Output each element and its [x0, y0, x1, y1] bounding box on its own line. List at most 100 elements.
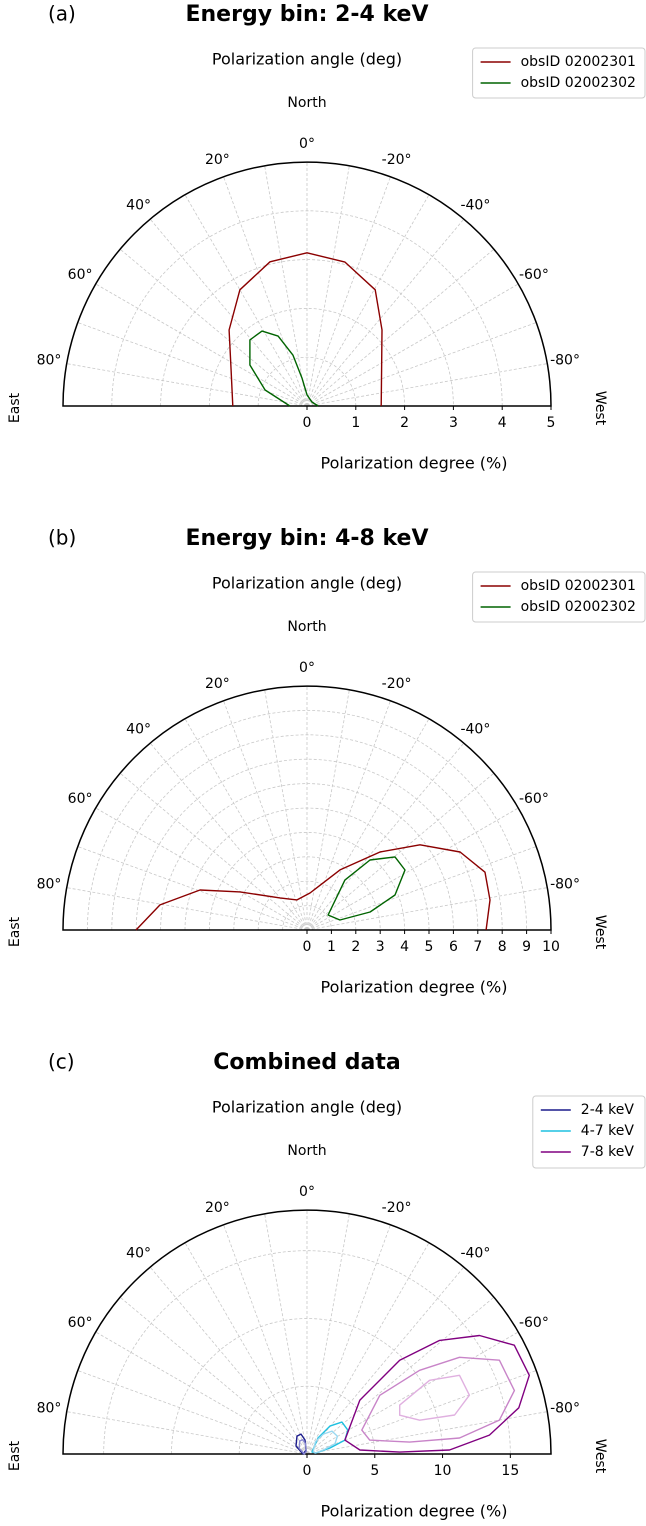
legend-label: obsID 02002302	[521, 599, 636, 615]
grid-circle	[257, 356, 357, 407]
x-tick-label: 2	[400, 415, 409, 431]
x-tick-label: 4	[400, 939, 409, 955]
grid-spoke	[66, 363, 308, 407]
grid-circle	[257, 880, 357, 931]
east-label: East	[7, 1440, 23, 1471]
grid-spoke	[306, 176, 391, 407]
contour	[327, 856, 406, 921]
grid-circle	[209, 308, 405, 407]
angle-tick-label: -40°	[460, 721, 490, 737]
angle-tick-label: 0°	[299, 660, 315, 676]
x-tick-label: 0	[303, 1463, 312, 1479]
angle-tick-label: 60°	[68, 1315, 93, 1331]
east-label: East	[7, 392, 23, 423]
grid-spoke	[95, 807, 308, 931]
angle-axis-label: Polarization angle (deg)	[212, 1098, 402, 1117]
angle-tick-label: -80°	[550, 877, 580, 893]
contour	[228, 252, 383, 407]
x-tick-label: 1	[327, 939, 336, 955]
angle-tick-label: 0°	[299, 1184, 315, 1200]
angle-tick-label: -40°	[460, 197, 490, 213]
angle-tick-label: -60°	[519, 791, 549, 807]
west-label: West	[592, 915, 608, 950]
grid-spoke	[95, 1331, 308, 1455]
grid-spoke	[306, 322, 537, 407]
east-label: East	[7, 916, 23, 947]
legend-box	[472, 571, 646, 623]
grid-spoke	[306, 1411, 548, 1455]
polar-frame	[62, 685, 552, 931]
grid-spoke	[306, 218, 465, 407]
grid-spoke	[66, 1411, 308, 1455]
grid-circle	[282, 905, 332, 931]
angle-tick-label: 60°	[68, 267, 93, 283]
grid-circle	[184, 807, 430, 931]
chart-title: Energy bin: 2-4 keV	[185, 2, 428, 27]
angle-tick-label: 40°	[126, 197, 151, 213]
angle-tick-label: -20°	[382, 152, 412, 168]
grid-spoke	[306, 194, 430, 407]
north-label: North	[287, 1143, 326, 1159]
grid-spoke	[149, 1266, 308, 1455]
legend-label: obsID 02002302	[521, 75, 636, 91]
angle-tick-label: 20°	[205, 152, 230, 168]
grid-spoke	[264, 165, 308, 407]
polar-frame	[62, 161, 552, 407]
grid-spoke	[306, 807, 519, 931]
panel: (b) Energy bin: 4-8 keV Polarization angle…	[7, 526, 646, 997]
angle-tick-label: 60°	[68, 791, 93, 807]
x-tick-label: 5	[370, 1463, 379, 1479]
grid-circle	[238, 1385, 376, 1455]
x-tick-label: 10	[542, 939, 560, 955]
grid-spoke	[306, 1224, 391, 1455]
grid-spoke	[149, 218, 308, 407]
grid-spoke	[223, 700, 308, 931]
grid-circle	[171, 1318, 443, 1455]
x-tick-label: 3	[449, 415, 458, 431]
x-tick-label: 9	[522, 939, 531, 955]
panel-label: (c)	[48, 1050, 75, 1074]
grid-spoke	[306, 1331, 519, 1455]
x-tick-label: 0	[303, 939, 312, 955]
north-label: North	[287, 619, 326, 635]
contour	[361, 1356, 516, 1443]
x-tick-label: 0	[303, 415, 312, 431]
contour	[312, 1430, 339, 1454]
panel: (c) Combined data Polarization angle (deg)…	[7, 1050, 646, 1521]
grid-circle	[87, 710, 527, 931]
x-tick-label: 7	[473, 939, 482, 955]
panel: (a) Energy bin: 2-4 keV Polarization angle…	[7, 2, 646, 473]
legend-label: obsID 02002301	[521, 578, 636, 594]
legend-box	[532, 1095, 646, 1169]
angle-tick-label: -20°	[382, 676, 412, 692]
grid-spoke	[306, 283, 519, 407]
x-tick-label: 1	[351, 415, 360, 431]
angle-tick-label: -80°	[550, 353, 580, 369]
grid-spoke	[306, 700, 391, 931]
legend-box	[472, 47, 646, 99]
grid-spoke	[184, 1242, 308, 1455]
grid-circle	[233, 856, 381, 931]
x-axis-label: Polarization degree (%)	[321, 1502, 508, 1521]
polar-frame	[62, 1209, 552, 1455]
angle-tick-label: -40°	[460, 1245, 490, 1261]
angle-tick-label: 40°	[126, 721, 151, 737]
angle-axis-label: Polarization angle (deg)	[212, 574, 402, 593]
angle-tick-label: 80°	[37, 353, 62, 369]
angle-tick-label: -20°	[382, 1200, 412, 1216]
contour	[249, 330, 319, 407]
grid-circle	[209, 832, 405, 931]
angle-tick-label: 40°	[126, 1245, 151, 1261]
grid-spoke	[306, 1213, 350, 1455]
x-axis-label: Polarization degree (%)	[321, 978, 508, 997]
grid-circle	[111, 210, 503, 407]
grid-spoke	[306, 363, 548, 407]
grid-spoke	[95, 283, 308, 407]
legend-label: 7-8 keV	[581, 1144, 635, 1160]
west-label: West	[592, 1439, 608, 1474]
panel-label: (a)	[48, 2, 76, 26]
grid-spoke	[184, 194, 308, 407]
grid-spoke	[223, 176, 308, 407]
grid-spoke	[119, 1296, 308, 1455]
chart-title: Energy bin: 4-8 keV	[185, 526, 428, 551]
